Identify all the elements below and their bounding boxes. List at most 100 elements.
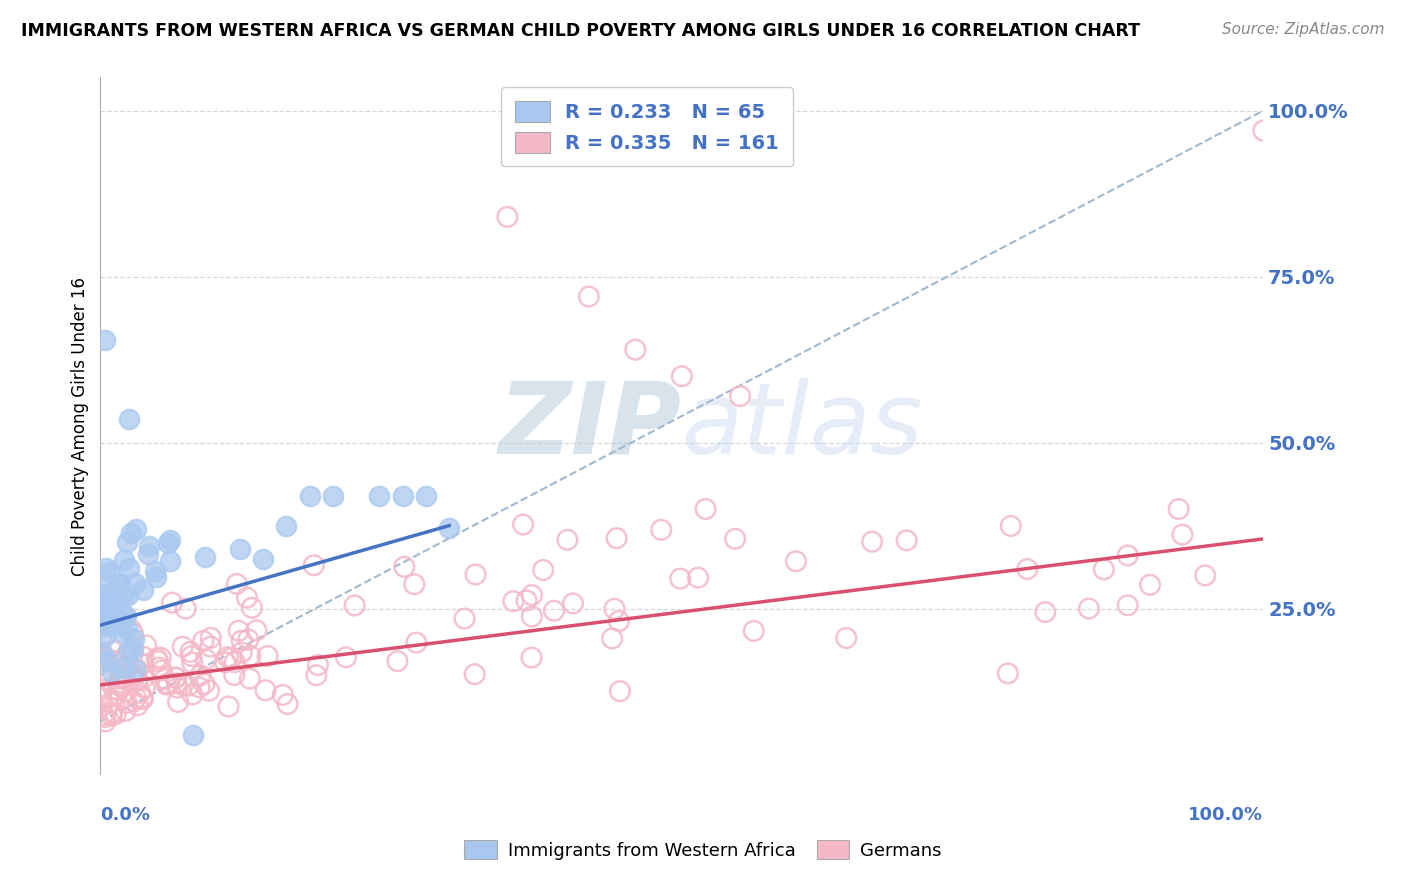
Point xyxy=(231,646,253,660)
Point xyxy=(1000,519,1022,533)
Point xyxy=(181,688,204,702)
Point xyxy=(167,695,190,709)
Point xyxy=(464,567,486,582)
Point xyxy=(1116,549,1139,563)
Point xyxy=(100,708,122,723)
Point xyxy=(93,653,115,667)
Point xyxy=(1253,123,1275,137)
Point xyxy=(146,651,169,665)
Point xyxy=(118,561,141,575)
Point xyxy=(271,688,294,702)
Point xyxy=(166,681,188,695)
Point xyxy=(97,587,120,601)
Point xyxy=(90,607,112,621)
Point xyxy=(125,691,148,706)
Point xyxy=(96,594,118,608)
Point xyxy=(90,645,112,659)
Point xyxy=(122,668,145,682)
Point xyxy=(110,680,132,694)
Point xyxy=(1033,605,1056,619)
Point xyxy=(165,671,187,685)
Point xyxy=(107,612,129,626)
Point xyxy=(254,683,277,698)
Point xyxy=(240,600,263,615)
Point xyxy=(1116,599,1139,613)
Point xyxy=(557,533,579,547)
Point xyxy=(136,547,159,561)
Point xyxy=(145,564,167,578)
Point xyxy=(225,577,247,591)
Point xyxy=(193,634,215,648)
Point xyxy=(117,588,139,602)
Point xyxy=(108,578,131,592)
Point xyxy=(860,534,883,549)
Point xyxy=(245,624,267,638)
Point xyxy=(90,692,112,706)
Point xyxy=(93,607,115,621)
Point xyxy=(194,652,217,666)
Point xyxy=(165,671,187,685)
Point xyxy=(415,489,437,503)
Point xyxy=(132,582,155,597)
Point xyxy=(93,619,115,633)
Point xyxy=(669,572,692,586)
Point xyxy=(607,614,630,628)
Text: 0.0%: 0.0% xyxy=(100,806,150,824)
Point xyxy=(214,656,236,670)
Point xyxy=(112,670,135,684)
Point xyxy=(520,609,543,624)
Point xyxy=(115,648,138,663)
Point xyxy=(1092,562,1115,576)
Legend: Immigrants from Western Africa, Germans: Immigrants from Western Africa, Germans xyxy=(457,832,949,867)
Point xyxy=(127,663,149,677)
Point xyxy=(236,591,259,605)
Point xyxy=(177,679,200,693)
Point xyxy=(183,728,205,742)
Point xyxy=(122,632,145,647)
Point xyxy=(298,489,321,503)
Point xyxy=(335,650,357,665)
Point xyxy=(343,599,366,613)
Point xyxy=(609,684,631,698)
Point xyxy=(198,683,221,698)
Point xyxy=(835,631,858,645)
Point xyxy=(103,595,125,609)
Point xyxy=(131,657,153,671)
Point xyxy=(464,667,486,681)
Point xyxy=(122,694,145,708)
Point xyxy=(578,289,600,303)
Point xyxy=(115,609,138,624)
Point xyxy=(115,623,138,637)
Point xyxy=(121,666,143,681)
Point xyxy=(256,648,278,663)
Point xyxy=(101,611,124,625)
Point xyxy=(134,681,156,695)
Point xyxy=(118,412,141,426)
Point xyxy=(97,654,120,668)
Point xyxy=(131,690,153,705)
Point xyxy=(193,677,215,691)
Point xyxy=(322,489,344,503)
Point xyxy=(387,654,409,668)
Point xyxy=(111,625,134,640)
Point xyxy=(90,576,112,591)
Point xyxy=(307,658,329,673)
Point xyxy=(93,333,115,347)
Point xyxy=(217,650,239,665)
Point xyxy=(172,678,194,692)
Point xyxy=(125,523,148,537)
Point xyxy=(404,577,426,591)
Point xyxy=(200,640,222,654)
Point xyxy=(107,683,129,698)
Point xyxy=(496,210,519,224)
Y-axis label: Child Poverty Among Girls Under 16: Child Poverty Among Girls Under 16 xyxy=(72,277,89,575)
Point xyxy=(90,632,112,647)
Point xyxy=(997,666,1019,681)
Point xyxy=(127,673,149,688)
Text: 100.0%: 100.0% xyxy=(1188,806,1264,824)
Point xyxy=(107,657,129,672)
Point xyxy=(368,489,391,503)
Point xyxy=(90,599,112,613)
Point xyxy=(650,523,672,537)
Point xyxy=(104,602,127,616)
